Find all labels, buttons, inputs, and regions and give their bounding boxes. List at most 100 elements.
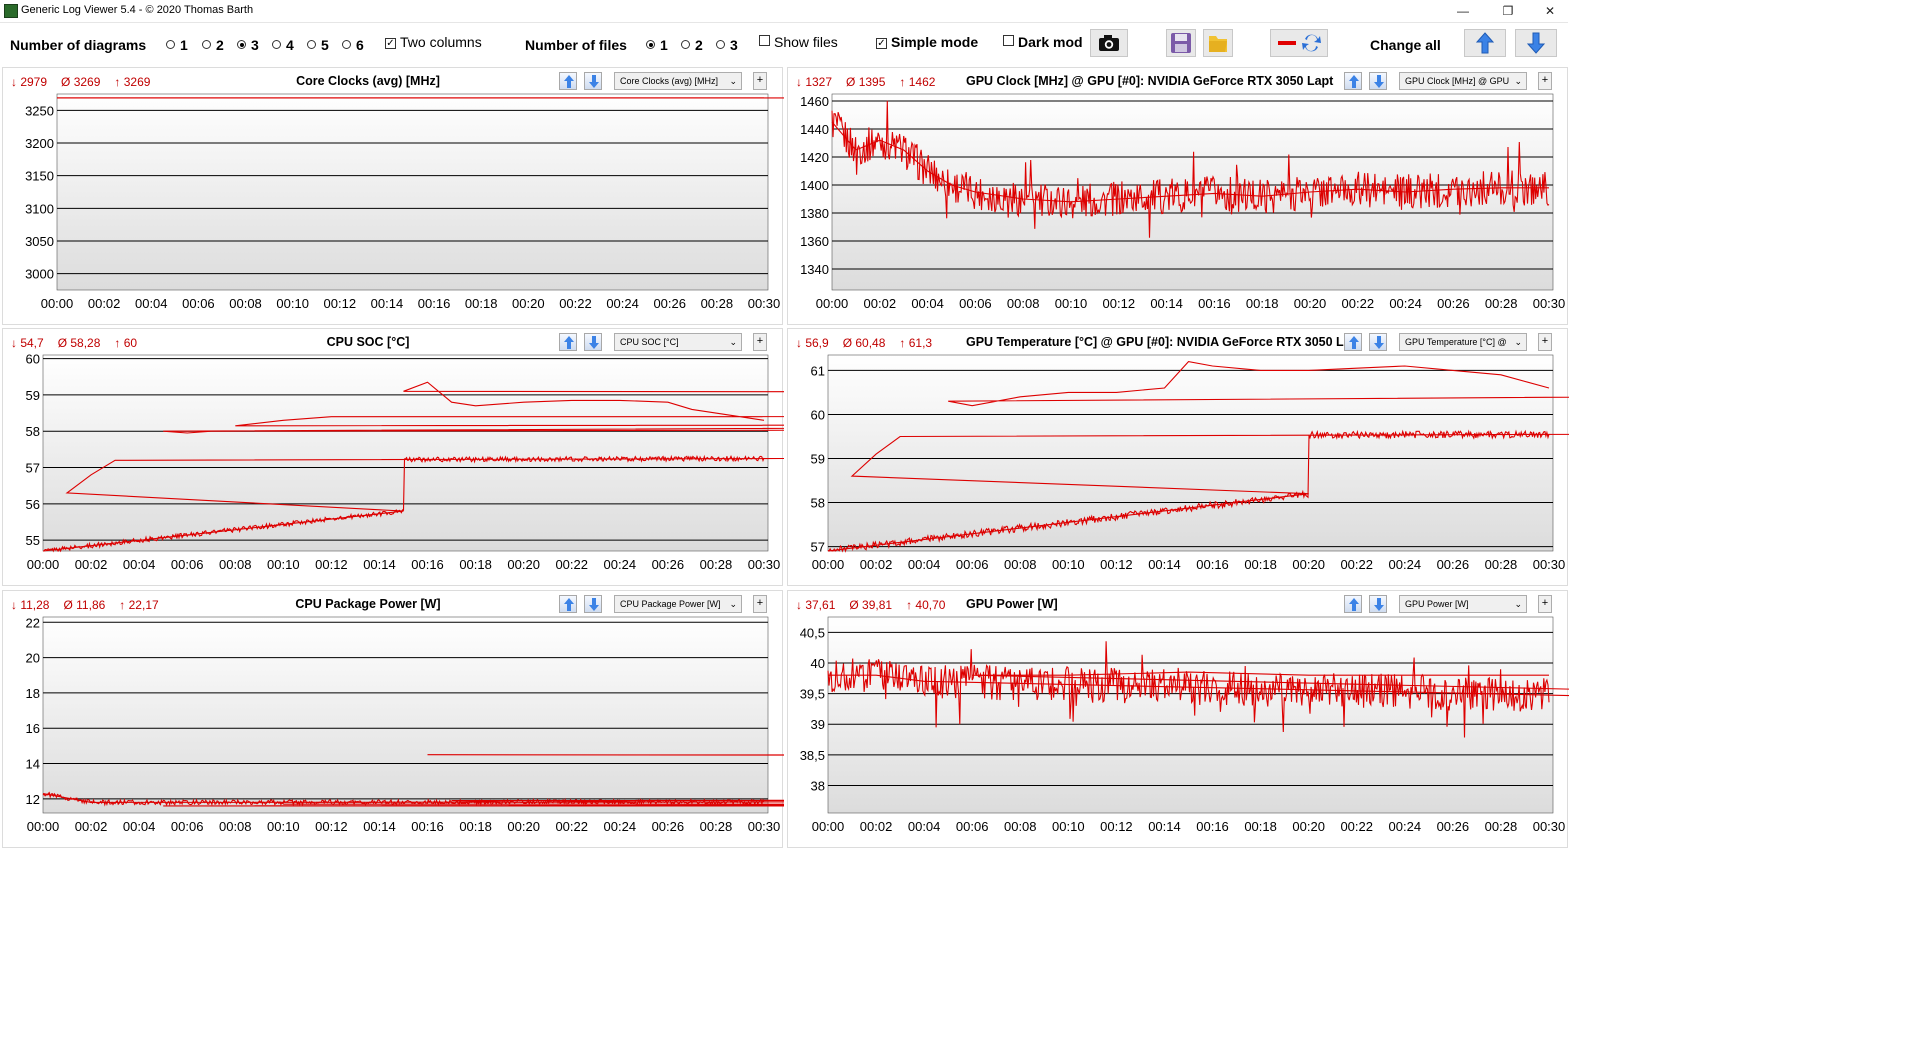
y-tick-label: 20 xyxy=(26,651,40,666)
y-tick-label: 3000 xyxy=(25,267,54,282)
add-file-button[interactable]: + xyxy=(1538,72,1552,90)
move-all-up-button[interactable] xyxy=(1464,29,1506,57)
add-file-button[interactable]: + xyxy=(753,72,767,90)
minimize-button[interactable]: — xyxy=(1457,4,1469,18)
simple-mode-checkbox[interactable]: ✓ Simple mode xyxy=(876,34,979,50)
dark-mode-checkbox[interactable]: Dark mod xyxy=(1003,34,1083,50)
x-tick-label: 00:26 xyxy=(1437,819,1470,834)
add-file-button[interactable]: + xyxy=(753,333,767,351)
two-columns-checkbox[interactable]: ✓ Two columns xyxy=(385,34,482,50)
sensor-select[interactable]: GPU Clock [MHz] @ GPU ⌄ xyxy=(1399,72,1527,90)
move-diagram-up-button[interactable] xyxy=(1344,333,1362,351)
series-line xyxy=(827,429,1550,553)
x-tick-label: 00:16 xyxy=(1196,557,1229,572)
arrow-up-icon xyxy=(1349,75,1359,88)
diagram-title: GPU Power [W] xyxy=(966,597,1058,611)
sensor-select-value: GPU Power [W] xyxy=(1405,599,1469,609)
close-button[interactable]: ✕ xyxy=(1544,4,1556,18)
app-icon xyxy=(4,4,18,18)
radio-dot xyxy=(646,40,655,49)
line-swap-button[interactable] xyxy=(1270,29,1328,57)
stat-avg: Ø 39,81 xyxy=(849,598,893,612)
stat-avg: Ø 11,86 xyxy=(63,598,106,612)
camera-button[interactable] xyxy=(1090,29,1128,57)
move-diagram-up-button[interactable] xyxy=(1344,72,1362,90)
radio-dot xyxy=(307,40,316,49)
move-diagram-up-button[interactable] xyxy=(559,595,577,613)
files-radio-2[interactable]: 2 xyxy=(681,37,703,53)
radio-dot xyxy=(237,40,246,49)
arrow-up-icon xyxy=(564,336,574,349)
save-button[interactable] xyxy=(1166,29,1196,57)
move-diagram-up-button[interactable] xyxy=(559,333,577,351)
show-files-checkbox[interactable]: Show files xyxy=(759,34,838,50)
diagrams-radio-6[interactable]: 6 xyxy=(342,37,364,53)
diagrams-radio-5[interactable]: 5 xyxy=(307,37,329,53)
x-tick-label: 00:14 xyxy=(363,819,396,834)
diagrams-radio-2[interactable]: 2 xyxy=(202,37,224,53)
move-all-down-button[interactable] xyxy=(1515,29,1557,57)
x-tick-label: 00:06 xyxy=(182,296,215,311)
sensor-select[interactable]: CPU SOC [°C] ⌄ xyxy=(614,333,742,351)
sensor-select[interactable]: Core Clocks (avg) [MHz] ⌄ xyxy=(614,72,742,90)
add-file-button[interactable]: + xyxy=(753,595,767,613)
sensor-select[interactable]: GPU Temperature [°C] @ ⌄ xyxy=(1399,333,1527,351)
number-of-files-label: Number of files xyxy=(525,37,627,53)
y-tick-label: 55 xyxy=(26,533,40,548)
series-trend-line xyxy=(827,361,1569,552)
files-radio-3[interactable]: 3 xyxy=(716,37,738,53)
x-tick-label: 00:20 xyxy=(1294,296,1327,311)
diagrams-radio-1[interactable]: 1 xyxy=(166,37,188,53)
restore-button[interactable]: ❐ xyxy=(1502,4,1514,18)
x-tick-label: 00:26 xyxy=(653,296,686,311)
move-diagram-down-button[interactable] xyxy=(584,595,602,613)
arrow-down-icon xyxy=(1374,75,1384,88)
x-tick-label: 00:10 xyxy=(1052,557,1085,572)
move-diagram-down-button[interactable] xyxy=(584,72,602,90)
diagrams-radio-3[interactable]: 3 xyxy=(237,37,259,53)
arrow-down-icon xyxy=(1374,336,1384,349)
x-tick-label: 00:08 xyxy=(219,557,252,572)
y-tick-label: 3200 xyxy=(25,136,54,151)
move-diagram-down-button[interactable] xyxy=(1369,595,1387,613)
save-icon xyxy=(1171,33,1191,53)
sensor-select[interactable]: CPU Package Power [W] ⌄ xyxy=(614,595,742,613)
x-tick-label: 00:02 xyxy=(88,296,121,311)
y-tick-label: 16 xyxy=(26,721,40,736)
series-trend-line xyxy=(828,671,1569,697)
move-diagram-down-button[interactable] xyxy=(1369,72,1387,90)
x-tick-label: 00:04 xyxy=(123,819,156,834)
sensor-select-value: CPU Package Power [W] xyxy=(620,599,721,609)
add-file-button[interactable]: + xyxy=(1538,595,1552,613)
open-folder-button[interactable] xyxy=(1203,29,1233,57)
y-tick-label: 1380 xyxy=(800,206,829,221)
y-tick-label: 57 xyxy=(811,540,825,555)
y-tick-label: 3100 xyxy=(25,201,54,216)
x-tick-label: 00:00 xyxy=(27,819,60,834)
line-chart: 1340 1360 1380 1400 1420 1440 1460 00:00 00:02 00… xyxy=(800,93,1565,311)
x-tick-label: 00:02 xyxy=(864,296,897,311)
x-tick-label: 00:18 xyxy=(465,296,498,311)
x-tick-label: 00:24 xyxy=(604,557,637,572)
diagrams-radio-4[interactable]: 4 xyxy=(272,37,294,53)
files-radio-1[interactable]: 1 xyxy=(646,37,668,53)
sensor-select[interactable]: GPU Power [W] ⌄ xyxy=(1399,595,1527,613)
y-tick-label: 60 xyxy=(26,352,40,367)
x-tick-label: 00:18 xyxy=(459,557,492,572)
x-tick-label: 00:00 xyxy=(812,557,845,572)
y-tick-label: 58 xyxy=(811,496,825,511)
x-tick-label: 00:20 xyxy=(507,819,540,834)
move-diagram-down-button[interactable] xyxy=(584,333,602,351)
x-tick-label: 00:22 xyxy=(1342,296,1375,311)
move-diagram-up-button[interactable] xyxy=(559,72,577,90)
move-diagram-up-button[interactable] xyxy=(1344,595,1362,613)
x-tick-label: 00:12 xyxy=(315,819,348,834)
move-diagram-down-button[interactable] xyxy=(1369,333,1387,351)
y-tick-label: 3050 xyxy=(25,234,54,249)
add-file-button[interactable]: + xyxy=(1538,333,1552,351)
x-tick-label: 00:02 xyxy=(860,819,893,834)
y-tick-label: 59 xyxy=(811,452,825,467)
line-chart: 3000 3050 3100 3150 3200 3250 00:00 00:02 00:04 0… xyxy=(25,93,784,311)
stats-readout: ↓ 1327 Ø 1395 ↑ 1462 xyxy=(796,75,949,89)
x-tick-label: 00:04 xyxy=(911,296,944,311)
